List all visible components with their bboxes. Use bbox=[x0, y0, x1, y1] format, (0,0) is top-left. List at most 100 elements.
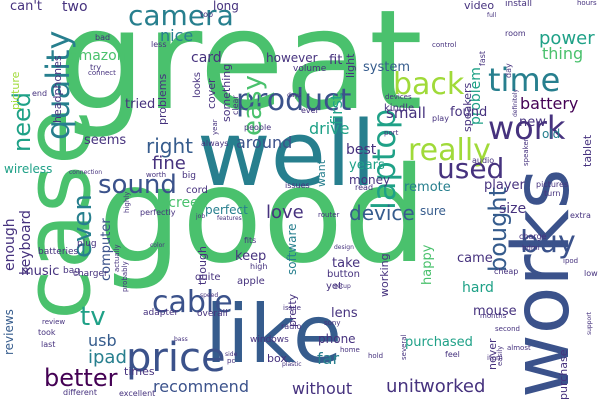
word-lens: lens bbox=[331, 306, 358, 321]
word-fast: fast bbox=[478, 50, 487, 66]
word-speed: speed bbox=[200, 292, 219, 299]
word-easily: easily bbox=[496, 345, 504, 366]
word-purchase: purchase bbox=[557, 349, 570, 400]
word-software: software bbox=[285, 223, 299, 275]
word-happy: happy bbox=[420, 244, 435, 285]
word-last: last bbox=[41, 340, 56, 349]
word-really: really bbox=[408, 133, 491, 168]
word-item: item bbox=[487, 354, 503, 362]
word-years: years bbox=[349, 158, 385, 173]
word-like: like bbox=[205, 288, 343, 381]
word-phone: phone bbox=[318, 332, 356, 346]
word-always: always bbox=[201, 139, 229, 148]
word-volume: volume bbox=[293, 64, 327, 74]
word-speaker: speaker bbox=[522, 138, 530, 166]
word-music: music bbox=[21, 264, 60, 279]
word-job: job bbox=[196, 213, 206, 220]
word-mouse: mouse bbox=[473, 304, 517, 319]
word-cord: cord bbox=[186, 185, 208, 196]
word-love: love bbox=[266, 202, 304, 223]
word-top: top bbox=[200, 10, 214, 19]
word-money: money bbox=[349, 173, 391, 187]
word-setup: setup bbox=[334, 283, 351, 290]
word-install: install bbox=[505, 0, 532, 9]
word-wireless: wireless bbox=[4, 162, 53, 176]
word-radio: radio bbox=[281, 322, 302, 331]
word-cable: cable bbox=[152, 285, 233, 320]
word-hours: hours bbox=[577, 0, 597, 7]
word-end: end bbox=[32, 89, 48, 98]
word-almost: almost bbox=[507, 344, 531, 352]
word-days: days bbox=[287, 92, 302, 99]
word-audio: audio bbox=[472, 156, 495, 165]
word-hard: hard bbox=[462, 280, 494, 296]
word-overall: overall bbox=[197, 309, 228, 319]
word-home: home bbox=[340, 346, 360, 354]
word-plug: plug bbox=[77, 239, 97, 249]
word-port: port bbox=[384, 129, 399, 137]
word-devices: devices bbox=[385, 93, 412, 101]
word-connection: connection bbox=[69, 169, 103, 176]
word-play: play bbox=[432, 114, 449, 123]
word-back: back bbox=[393, 67, 465, 102]
word-drive: drive bbox=[309, 119, 350, 138]
word-tried: tried bbox=[125, 97, 156, 112]
word-bag: bag bbox=[63, 266, 80, 276]
word-tablet: tablet bbox=[581, 134, 594, 167]
word-keep: keep bbox=[235, 249, 267, 264]
word-worked: worked bbox=[420, 376, 486, 397]
word-want: want bbox=[315, 159, 328, 187]
word-camera: camera bbox=[128, 0, 234, 32]
word-great: great bbox=[58, 0, 423, 141]
word-pc: pc bbox=[227, 357, 236, 365]
word-long: long bbox=[213, 0, 239, 13]
word-worth: worth bbox=[146, 171, 167, 179]
word-different: different bbox=[63, 388, 97, 397]
word-probably: probably bbox=[121, 261, 129, 292]
word-headphones: headphones bbox=[51, 55, 64, 123]
word-player: player bbox=[484, 178, 525, 193]
word-good: good bbox=[98, 139, 428, 293]
word-price: price bbox=[126, 335, 226, 381]
word-pictures: pictures bbox=[536, 180, 569, 189]
word-card: card bbox=[191, 50, 222, 66]
word-box: box bbox=[267, 352, 287, 365]
word-support: support bbox=[586, 311, 593, 335]
word-buy: buy bbox=[520, 225, 576, 260]
word-problems: problems bbox=[156, 73, 169, 125]
word-nice: nice bbox=[160, 26, 194, 45]
word-sure: sure bbox=[420, 204, 446, 218]
word-kindle: kindle bbox=[384, 103, 415, 114]
word-hold: hold bbox=[368, 352, 384, 360]
word-speakers: speakers bbox=[461, 82, 474, 132]
word-better: better bbox=[44, 364, 118, 392]
word-router: router bbox=[318, 211, 340, 219]
word-screen: screen bbox=[161, 195, 208, 211]
word-new: new bbox=[519, 115, 546, 130]
word-product: product bbox=[236, 83, 352, 118]
word-video: video bbox=[464, 0, 495, 12]
word-people: people bbox=[244, 123, 272, 132]
word-picture: picture bbox=[9, 71, 22, 110]
word-looks: looks bbox=[192, 71, 203, 98]
word-tv: tv bbox=[80, 302, 106, 332]
word-sony: sony bbox=[324, 319, 341, 327]
word-read: read bbox=[355, 183, 374, 192]
word-used: used bbox=[437, 152, 505, 185]
word-color: color bbox=[150, 242, 165, 249]
word-quite: quite bbox=[195, 272, 221, 283]
word-remote: remote bbox=[404, 180, 451, 195]
word-fine: fine bbox=[152, 153, 186, 174]
word-took: took bbox=[38, 328, 56, 337]
word-low: low bbox=[584, 269, 598, 278]
word-control: control bbox=[432, 41, 457, 49]
word-second: second bbox=[495, 325, 520, 333]
word-button: button bbox=[327, 269, 360, 280]
word-high: high bbox=[250, 262, 268, 271]
word-definitely: definitely bbox=[512, 88, 519, 117]
word-take: take bbox=[332, 256, 361, 271]
word-big: big bbox=[182, 171, 196, 181]
word-small: small bbox=[386, 104, 426, 122]
word-bad: bad bbox=[95, 33, 111, 42]
